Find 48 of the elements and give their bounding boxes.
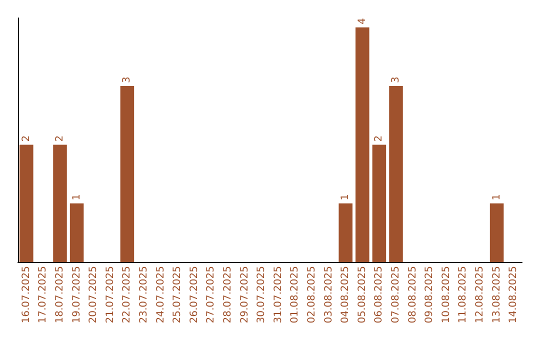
x-tick-label: 17.07.2025 <box>38 266 49 324</box>
bar <box>372 144 386 262</box>
x-tick-label: 11.08.2025 <box>458 266 469 324</box>
data-label: 2 <box>20 135 32 142</box>
x-tick-label: 05.08.2025 <box>356 266 368 324</box>
data-label: 1 <box>71 194 82 200</box>
x-tick-label: 08.08.2025 <box>407 266 418 324</box>
x-tick-label: 28.07.2025 <box>222 266 234 324</box>
x-tick-label: 29.07.2025 <box>239 266 250 324</box>
bar <box>120 86 134 262</box>
x-tick-label: 18.07.2025 <box>54 266 66 324</box>
x-tick-label: 07.08.2025 <box>390 266 402 324</box>
x-tick-label: 30.07.2025 <box>256 266 268 324</box>
x-tick-label: 19.07.2025 <box>71 266 82 324</box>
x-tick-label: 24.07.2025 <box>155 266 166 324</box>
x-tick-label: 09.08.2025 <box>424 266 436 324</box>
x-tick-label: 21.07.2025 <box>104 266 116 324</box>
x-tick-label: 06.08.2025 <box>374 266 385 324</box>
x-tick-label: 26.07.2025 <box>188 266 200 324</box>
x-tick-label: 13.08.2025 <box>491 266 502 324</box>
data-label: 1 <box>491 194 502 200</box>
x-tick-label: 25.07.2025 <box>172 266 184 324</box>
x-tick-label: 01.08.2025 <box>290 266 301 324</box>
x-tick-label: 12.08.2025 <box>474 266 486 324</box>
x-tick-label: 10.08.2025 <box>440 266 452 324</box>
data-label: 1 <box>340 194 352 200</box>
x-tick-label: 16.07.2025 <box>20 266 32 324</box>
data-label: 3 <box>122 76 133 84</box>
x-tick-label: 20.07.2025 <box>88 266 100 324</box>
x-tick-label: 04.08.2025 <box>340 266 352 324</box>
bar <box>20 144 34 262</box>
x-tick-label: 03.08.2025 <box>323 266 334 324</box>
bar <box>389 86 403 262</box>
bar <box>338 203 352 262</box>
data-label: 2 <box>374 135 385 142</box>
bar <box>53 144 67 262</box>
bar <box>70 203 84 262</box>
x-tick-label: 23.07.2025 <box>138 266 150 324</box>
x-tick-label: 02.08.2025 <box>306 266 318 324</box>
data-label: 2 <box>54 135 66 142</box>
x-tick-label: 14.08.2025 <box>508 266 520 324</box>
data-label: 3 <box>390 76 402 84</box>
bar <box>356 27 370 262</box>
x-tick-label: 27.07.2025 <box>206 266 217 324</box>
bar <box>490 203 504 262</box>
x-tick-label: 22.07.2025 <box>122 266 133 324</box>
x-tick-label: 31.07.2025 <box>272 266 284 324</box>
data-label: 4 <box>356 18 368 24</box>
